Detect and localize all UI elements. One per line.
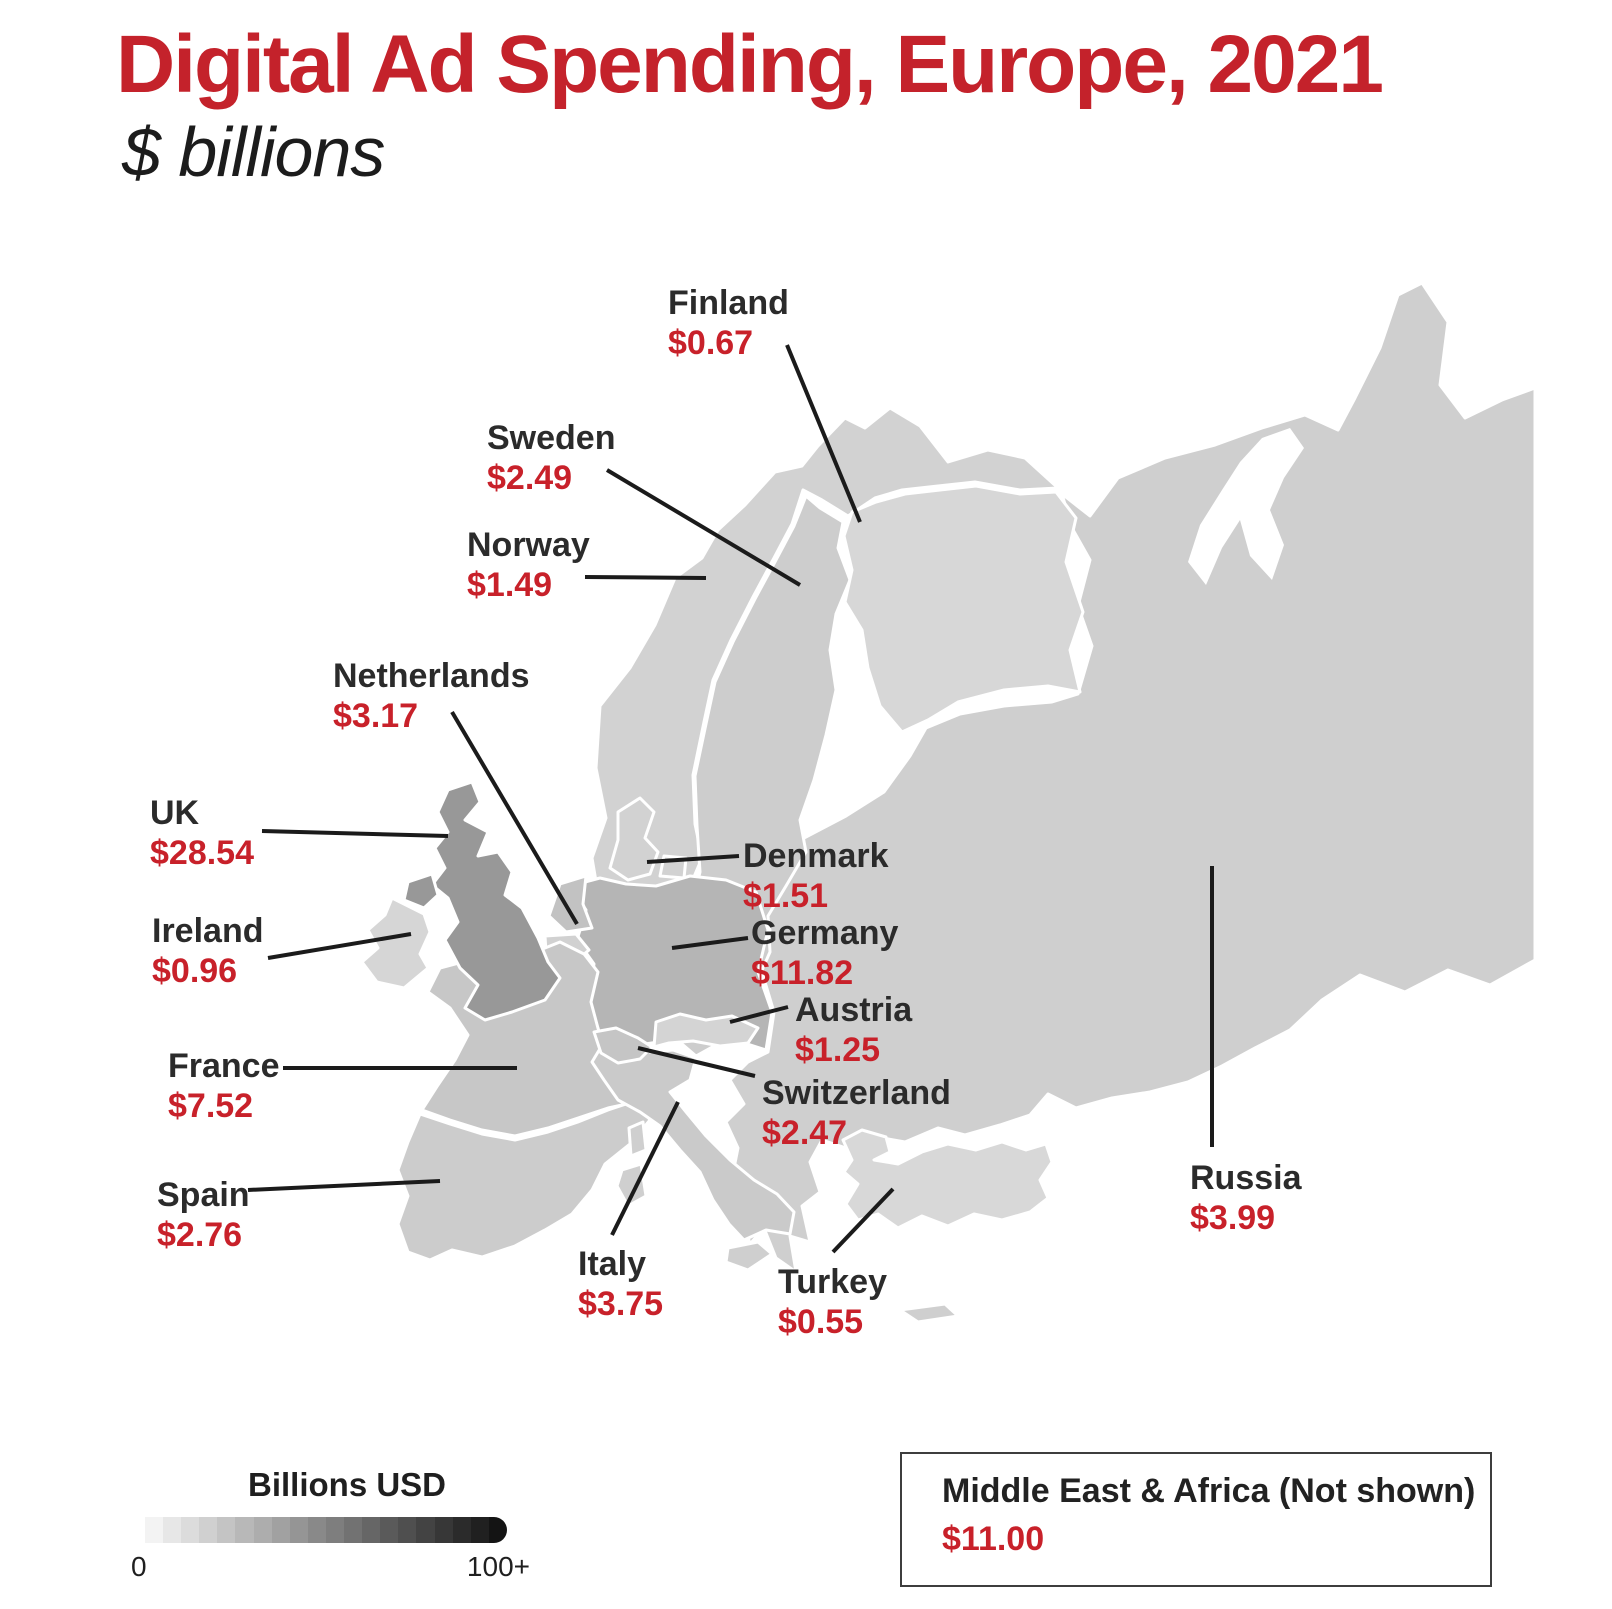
- country-value: $0.55: [778, 1303, 864, 1341]
- country-label-netherlands: Netherlands $3.17: [333, 656, 530, 736]
- leader-line-spain: [247, 1179, 441, 1192]
- country-name: Norway: [467, 526, 590, 564]
- page-subtitle: $ billions: [122, 113, 385, 191]
- country-name: Spain: [157, 1176, 250, 1214]
- island-shape-sardinia: [615, 1162, 648, 1208]
- callout-value: $11.00: [942, 1520, 1045, 1558]
- country-label-denmark: Denmark $1.51: [743, 836, 889, 916]
- country-label-france: France $7.52: [168, 1046, 280, 1126]
- country-value: $1.49: [467, 566, 553, 604]
- island-shape-crete: [898, 1302, 960, 1324]
- country-name: Ireland: [152, 912, 264, 950]
- country-label-sweden: Sweden $2.49: [487, 418, 615, 498]
- leader-line-turkey: [831, 1187, 895, 1254]
- country-name: Turkey: [778, 1263, 887, 1301]
- country-value: $11.82: [751, 954, 854, 992]
- country-name: Sweden: [487, 419, 616, 457]
- country-shape-switzerland: [592, 1026, 654, 1065]
- country-name: Austria: [795, 991, 913, 1029]
- country-label-austria: Austria $1.25: [795, 990, 912, 1070]
- leader-line-italy: [610, 1101, 680, 1236]
- leader-line-finland: [785, 344, 862, 523]
- country-name: Germany: [751, 914, 899, 952]
- country-value: $2.47: [762, 1114, 848, 1152]
- country-name: Finland: [668, 284, 789, 322]
- island-shape-corsica: [627, 1120, 648, 1158]
- country-value: $3.99: [1190, 1199, 1276, 1237]
- country-label-spain: Spain $2.76: [157, 1175, 250, 1255]
- country-name: Denmark: [743, 837, 889, 875]
- country-shape-spain-portugal: [396, 1098, 652, 1262]
- country-name: France: [168, 1047, 280, 1085]
- country-name: Switzerland: [762, 1074, 951, 1112]
- middle-east-africa-callout: Middle East & Africa (Not shown) $11.00: [900, 1452, 1492, 1587]
- country-value: $2.49: [487, 459, 573, 497]
- country-label-switzerland: Switzerland $2.47: [762, 1073, 951, 1153]
- country-label-norway: Norway $1.49: [467, 525, 590, 605]
- country-name: Netherlands: [333, 657, 530, 695]
- country-label-finland: Finland $0.67: [668, 283, 789, 363]
- country-shape-uk: [430, 780, 562, 1022]
- country-label-italy: Italy $3.75: [578, 1244, 663, 1324]
- country-shape-eastern-europe-russia: [724, 281, 1537, 1274]
- country-label-ireland: Ireland $0.96: [152, 911, 263, 991]
- leader-lines: [247, 344, 1214, 1254]
- leader-line-uk: [261, 829, 449, 838]
- white-sea-inlet: [1188, 428, 1304, 585]
- country-name: Italy: [578, 1245, 647, 1283]
- leader-line-netherlands: [450, 710, 579, 926]
- country-value: $1.25: [795, 1031, 881, 1069]
- leader-line-denmark: [646, 854, 740, 864]
- country-value: $3.17: [333, 697, 419, 735]
- country-label-russia: Russia $3.99: [1190, 1158, 1302, 1238]
- leader-line-norway: [584, 575, 707, 580]
- page-title: Digital Ad Spending, Europe, 2021: [116, 19, 1384, 110]
- country-value: $0.96: [152, 952, 238, 990]
- country-value: $28.54: [150, 834, 254, 872]
- country-value: $0.67: [668, 324, 754, 362]
- country-label-uk: UK $28.54: [150, 793, 254, 873]
- country-value: $7.52: [168, 1087, 254, 1125]
- leader-line-switzerland: [637, 1046, 756, 1078]
- country-value: $2.76: [157, 1216, 243, 1254]
- country-shape-ireland: [360, 896, 432, 990]
- country-shape-finland: [842, 484, 1085, 734]
- leader-line-ireland: [267, 932, 412, 960]
- country-shape-netherlands: [547, 874, 594, 934]
- island-shape-sicily: [724, 1240, 774, 1272]
- callout-title: Middle East & Africa (Not shown): [942, 1472, 1476, 1510]
- country-name: Russia: [1190, 1159, 1302, 1197]
- leader-line-austria: [729, 1005, 789, 1024]
- country-value: $1.51: [743, 877, 829, 915]
- country-name: UK: [150, 794, 200, 832]
- country-shapes: [360, 281, 1537, 1324]
- country-label-germany: Germany $11.82: [751, 913, 898, 993]
- country-shape-northern-ireland: [402, 872, 440, 910]
- country-value: $3.75: [578, 1285, 664, 1323]
- country-shape-norway: [583, 406, 1060, 1024]
- leader-line-sweden: [605, 468, 802, 587]
- leader-line-germany: [671, 936, 749, 950]
- country-label-turkey: Turkey $0.55: [778, 1262, 887, 1342]
